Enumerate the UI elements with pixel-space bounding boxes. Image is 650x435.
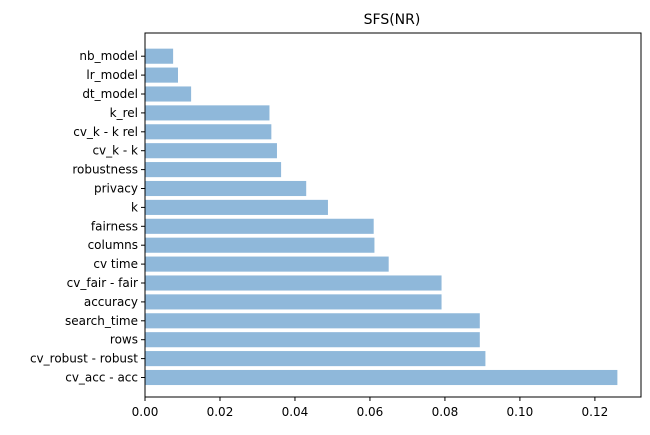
- y-axis: cv_acc - acc cv_robust - robust rows search…: [30, 49, 145, 385]
- bar: [145, 124, 272, 140]
- x-tick-label: 0.06: [357, 405, 384, 419]
- bar: [145, 351, 486, 367]
- bars-group: [145, 48, 618, 386]
- y-tick-label: cv_k - k: [92, 144, 138, 158]
- bar: [145, 294, 442, 310]
- x-tick-label: 0.08: [432, 405, 459, 419]
- y-tick-label: fairness: [91, 219, 138, 233]
- y-tick-label: dt_model: [82, 87, 138, 101]
- y-tick-label: lr_model: [86, 68, 138, 82]
- plot-frame: [144, 32, 642, 398]
- x-axis: 0.00 0.02 0.04 0.06 0.08 0.10 0.12: [132, 397, 609, 419]
- chart-title: SFS(NR): [364, 12, 421, 28]
- y-tick-label: k_rel: [110, 106, 138, 120]
- y-tick-label: search_time: [65, 314, 138, 328]
- y-tick-label: robustness: [72, 163, 138, 177]
- bar: [145, 67, 178, 83]
- bar: [145, 332, 480, 348]
- y-tick-label: cv_fair - fair: [67, 276, 138, 290]
- bar: [145, 199, 328, 215]
- x-tick-label: 0.04: [282, 405, 309, 419]
- bar: [145, 275, 442, 291]
- bar: [145, 369, 618, 386]
- bar: [145, 48, 174, 64]
- y-tick-label: cv_k - k rel: [73, 125, 138, 139]
- y-tick-label: nb_model: [79, 49, 138, 63]
- y-tick-label: privacy: [94, 182, 138, 196]
- bar: [145, 143, 277, 159]
- y-tick-label: k: [131, 200, 138, 214]
- y-tick-label: cv time: [93, 257, 138, 271]
- x-tick-label: 0.02: [207, 405, 234, 419]
- y-tick-label: rows: [110, 333, 138, 347]
- y-tick-label: accuracy: [84, 295, 138, 309]
- bar: [145, 180, 307, 197]
- bar: [145, 313, 480, 329]
- bar: [145, 162, 282, 178]
- y-tick-label: cv_robust - robust: [30, 352, 138, 366]
- x-tick-label: 0.12: [582, 405, 609, 419]
- bar: [145, 218, 374, 234]
- bar: [145, 237, 375, 253]
- y-tick-label: columns: [88, 238, 138, 252]
- x-tick-label: 0.00: [132, 405, 159, 419]
- bar: [145, 105, 270, 121]
- bar: [145, 86, 192, 102]
- y-tick-label: cv_acc - acc: [65, 371, 138, 385]
- bar: [145, 256, 389, 272]
- x-tick-label: 0.10: [507, 405, 534, 419]
